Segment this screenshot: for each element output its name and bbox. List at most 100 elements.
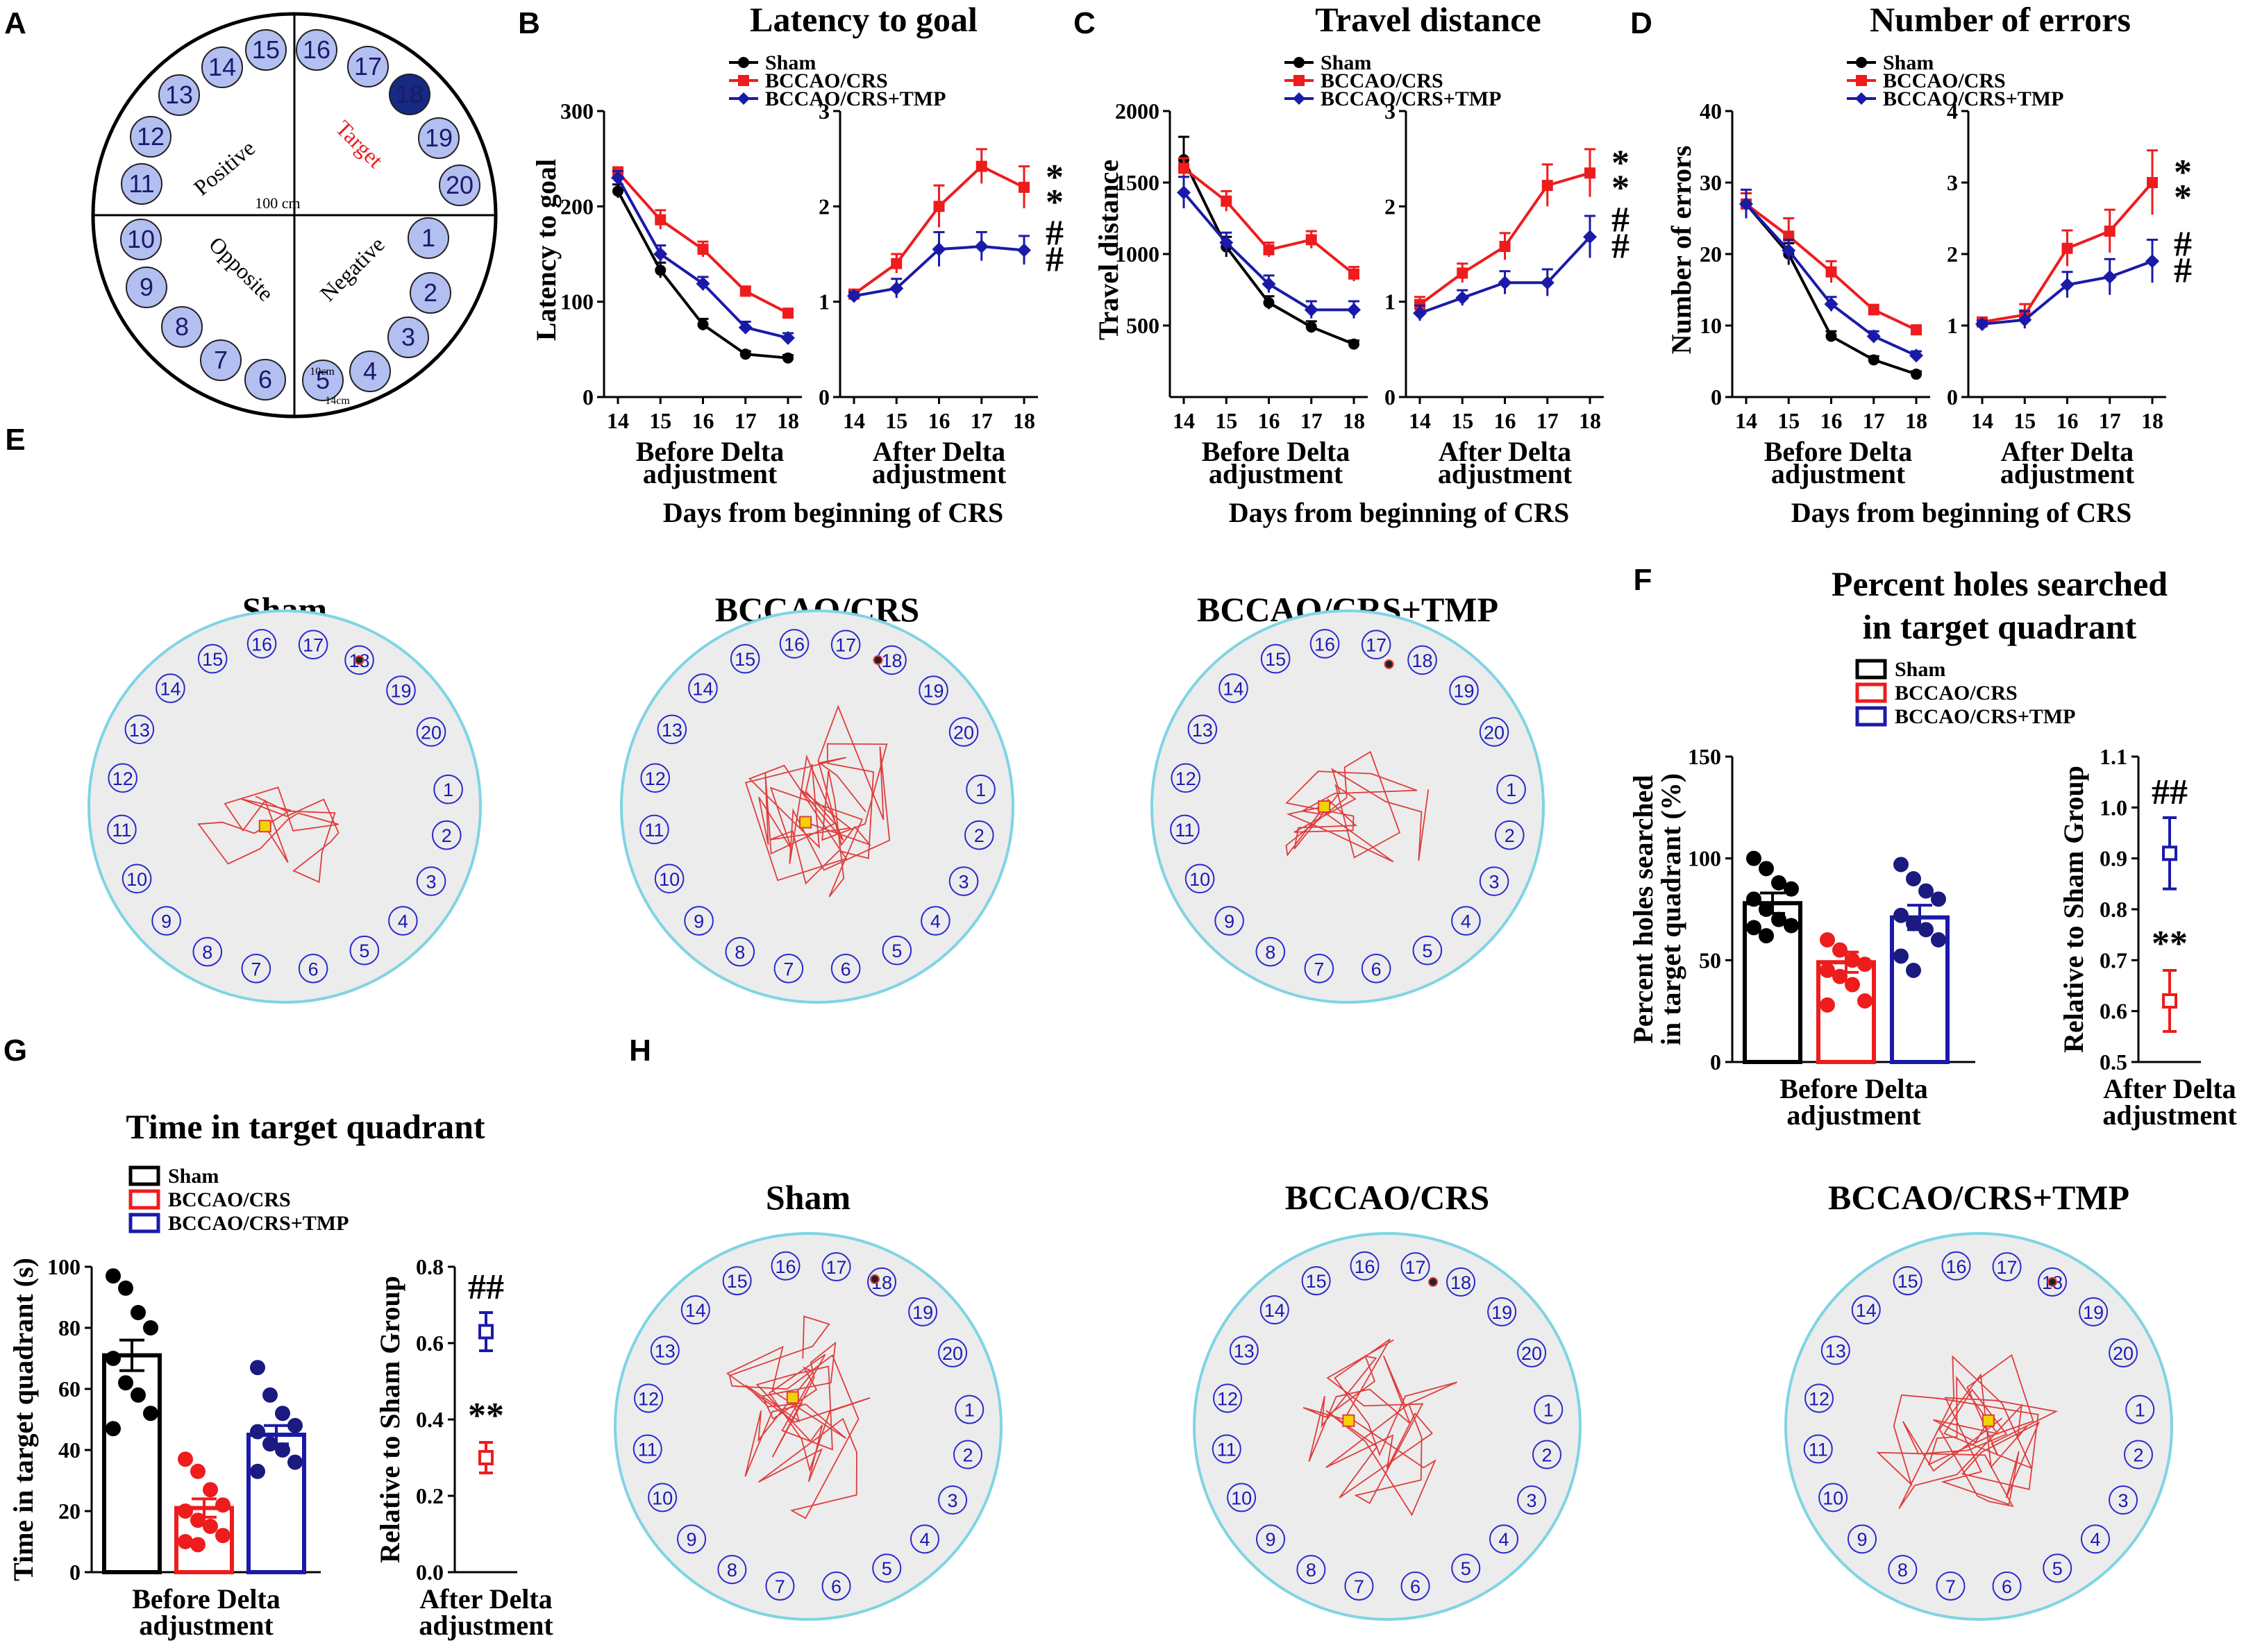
y-tick-label: 20: [58, 1499, 81, 1524]
sig-hash: #: [1046, 214, 1064, 253]
maze-hole-label: 3: [2118, 1490, 2129, 1511]
sig-star: *: [1046, 158, 1064, 197]
sig-hash: #: [1611, 226, 1630, 266]
maze-hole: [1260, 643, 1291, 674]
hole-16: [296, 29, 337, 71]
data-point: [1759, 902, 1774, 917]
x-tick-label: 16: [1258, 408, 1280, 433]
maze-hole-label: 1: [443, 779, 453, 800]
y-axis-label: Time in target quadrant (s): [8, 1258, 39, 1581]
maze-hole: [910, 1524, 939, 1554]
x-tick-label: 14: [607, 408, 629, 433]
x-tick-label: 18: [777, 408, 799, 433]
maze-hole-label: 1: [2135, 1400, 2145, 1421]
maze-hole-label: 15: [727, 1271, 748, 1292]
legend-box: [128, 1213, 160, 1233]
data-point: [1739, 196, 1753, 211]
data-point: [933, 201, 945, 212]
maze-hole-label: 5: [2052, 1558, 2063, 1579]
maze-hole: [1304, 953, 1334, 984]
y-tick-label: 0: [1711, 385, 1722, 410]
maze-hole: [821, 1571, 851, 1601]
maze-arena: [1150, 609, 1545, 1004]
maze-hole-label: 4: [1498, 1529, 1509, 1550]
maze-hole-label: 19: [912, 1302, 933, 1323]
y-tick-label: 80: [58, 1315, 81, 1340]
x-tick-label: 17: [735, 408, 757, 433]
maze-hole: [953, 1440, 982, 1469]
y-tick-label: 0: [1947, 385, 1958, 410]
maze-hole: [433, 774, 463, 804]
track-title: BCCAO/CRS+TMP: [1828, 1178, 2129, 1217]
maze-hole-label: 4: [930, 911, 941, 932]
data-point: [478, 1324, 494, 1340]
legend-marker: [1293, 57, 1305, 68]
maze-hole: [192, 936, 223, 967]
maze-hole-label: 19: [390, 681, 411, 702]
end-marker: [354, 655, 365, 665]
maze-hole-label: 11: [1175, 820, 1194, 841]
maze-hole: [416, 717, 446, 747]
data-point: [1583, 230, 1597, 244]
maze-hole-label: 11: [644, 820, 664, 841]
data-point: [190, 1463, 206, 1479]
maze-hole: [431, 820, 462, 850]
maze-hole: [717, 1555, 747, 1585]
data-point: [1845, 977, 1860, 993]
legend-label: Sham: [168, 1165, 219, 1188]
maze-hole: [1296, 1555, 1326, 1585]
track-title: Sham: [766, 1178, 851, 1217]
subplot-label: adjustment: [2000, 458, 2135, 489]
data-point: [1348, 338, 1359, 350]
data-point: [178, 1503, 193, 1519]
panel-label-g: G: [3, 1034, 27, 1068]
maze-hole-label: 2: [974, 825, 985, 846]
y-tick-label: 0.9: [2100, 846, 2127, 871]
legend-marker: [738, 57, 749, 68]
subplot-label: Before Delta: [1779, 1073, 1928, 1104]
y-tick-label: 50: [1699, 947, 1721, 972]
data-point: [1305, 321, 1317, 333]
hole-3: [387, 317, 429, 358]
data-point: [612, 185, 623, 197]
maze-hole: [1218, 673, 1248, 703]
data-point: [1911, 324, 1922, 336]
maze-hole-label: 19: [923, 681, 944, 702]
data-point: [131, 1387, 146, 1403]
maze-hole-label: 16: [784, 634, 805, 655]
data-point: [215, 1497, 231, 1513]
maze-hole: [1344, 1571, 1374, 1601]
maze-hole: [298, 630, 328, 660]
chart-title: Percent holes searched: [1832, 564, 2168, 603]
diameter-label: 100 cm: [255, 194, 300, 212]
data-point: [1868, 354, 1879, 366]
hole-4: [349, 351, 391, 392]
y-tick-label: 3: [1384, 99, 1396, 124]
subplot-label: Before Delta: [1202, 436, 1350, 467]
maze-hole: [830, 630, 861, 660]
x-tick-label: 15: [1777, 408, 1800, 433]
maze-hole-label: 12: [638, 1388, 659, 1409]
data-point: [1746, 850, 1761, 866]
data-point: [1825, 266, 1837, 278]
maze-hole: [388, 906, 418, 936]
hole-1: [408, 217, 449, 259]
maze-hole-label: 13: [1234, 1340, 1255, 1361]
data-point: [2162, 993, 2177, 1009]
y-tick-label: 300: [560, 99, 594, 124]
data-point: [1771, 875, 1786, 891]
data-point: [1784, 918, 1799, 934]
maze-hole: [1941, 1251, 1971, 1281]
data-point: [1825, 330, 1837, 342]
maze-hole: [821, 1252, 851, 1282]
maze-hole: [1171, 763, 1201, 793]
subplot-label: Before Delta: [1764, 436, 1913, 467]
maze-hole-label: 6: [1410, 1576, 1421, 1597]
maze-hole-label: 1: [1506, 779, 1516, 800]
y-tick-label: 1: [1384, 289, 1396, 314]
start-marker: [786, 1391, 799, 1404]
legend-box: [1855, 682, 1887, 703]
data-point: [696, 276, 710, 291]
x-tick-label: 14: [1409, 408, 1431, 433]
hole-label-17: 17: [354, 52, 382, 81]
